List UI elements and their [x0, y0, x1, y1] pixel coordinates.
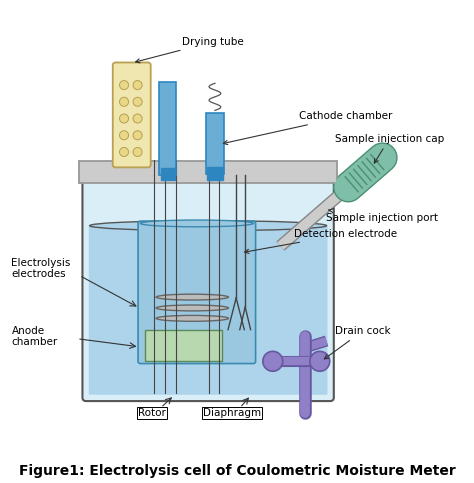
Bar — [159, 83, 176, 175]
Text: Rotor: Rotor — [137, 408, 165, 418]
Ellipse shape — [140, 220, 253, 227]
Text: Drying tube: Drying tube — [136, 37, 244, 63]
Bar — [207, 167, 223, 180]
Text: Diaphragm: Diaphragm — [202, 408, 261, 418]
Circle shape — [119, 97, 128, 106]
Ellipse shape — [90, 221, 327, 231]
Text: Sample injection cap: Sample injection cap — [335, 134, 444, 163]
Circle shape — [119, 81, 128, 90]
Circle shape — [119, 147, 128, 156]
Circle shape — [119, 114, 128, 123]
Circle shape — [310, 351, 330, 371]
Text: Cathode chamber: Cathode chamber — [223, 112, 392, 144]
FancyBboxPatch shape — [138, 221, 255, 364]
Text: Detection electrode: Detection electrode — [245, 229, 397, 254]
Ellipse shape — [156, 315, 228, 321]
FancyBboxPatch shape — [89, 225, 328, 395]
Text: Sample injection port: Sample injection port — [326, 209, 438, 223]
Circle shape — [119, 131, 128, 140]
Circle shape — [133, 147, 142, 156]
Ellipse shape — [156, 305, 228, 311]
FancyBboxPatch shape — [113, 62, 151, 168]
Text: Anode
chamber: Anode chamber — [11, 326, 58, 347]
Circle shape — [133, 114, 142, 123]
Text: Drain cock: Drain cock — [324, 326, 390, 359]
Circle shape — [133, 131, 142, 140]
FancyBboxPatch shape — [82, 163, 334, 401]
Text: Electrolysis
electrodes: Electrolysis electrodes — [11, 258, 71, 280]
Ellipse shape — [156, 294, 228, 300]
Bar — [206, 113, 224, 174]
Bar — [161, 168, 175, 181]
Bar — [79, 161, 337, 183]
Circle shape — [133, 97, 142, 106]
Bar — [145, 330, 222, 361]
Circle shape — [263, 351, 283, 371]
Circle shape — [133, 81, 142, 90]
Text: Figure1: Electrolysis cell of Coulometric Moisture Meter: Figure1: Electrolysis cell of Coulometri… — [18, 464, 456, 478]
